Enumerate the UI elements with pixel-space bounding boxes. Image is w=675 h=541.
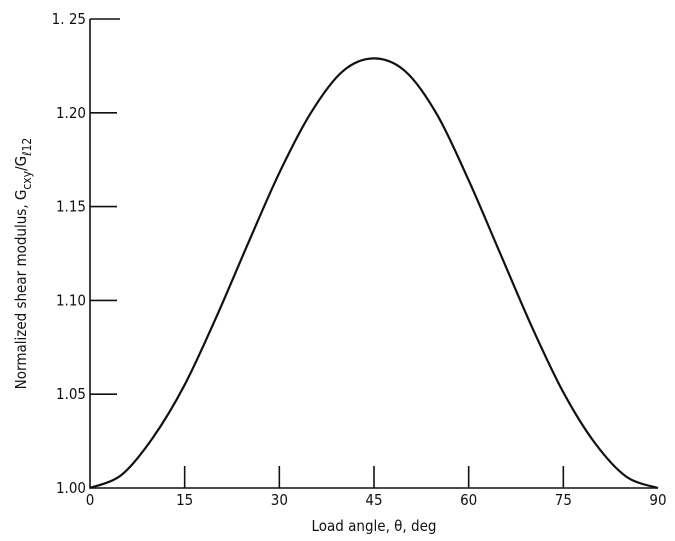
x-ticks: 0 15 30 45 60 75 90: [86, 466, 667, 509]
y-tick-label: 1.10: [56, 291, 86, 309]
x-tick-label: 30: [271, 491, 288, 509]
x-tick-label: 15: [176, 491, 193, 509]
y-axis-label: Normalized shear modulus, Gcxy/Gℓ12: [12, 138, 34, 390]
x-tick-label: 75: [555, 491, 572, 509]
y-axis-label-text: Normalized shear modulus,: [12, 200, 30, 389]
y-tick-label: 1.05: [56, 385, 86, 403]
y-ticks: 1.00 1.05 1.10 1.15 1.20 1. 25: [52, 10, 117, 497]
x-tick-label: 0: [86, 491, 95, 509]
axes: [89, 18, 658, 489]
y-tick-label: 1.15: [56, 198, 86, 216]
x-tick-label: 45: [365, 491, 382, 509]
x-axis-label: Load angle, θ, deg: [312, 517, 437, 535]
x-tick-label: 90: [649, 491, 666, 509]
y-tick-label: 1.00: [56, 479, 86, 497]
y-axis-label-symbol: G: [12, 190, 30, 200]
y-tick-label: 1.20: [56, 104, 86, 122]
data-line: [89, 57, 659, 490]
x-tick-label: 60: [460, 491, 477, 509]
y-axis-label-slash: /: [12, 166, 30, 171]
y-axis-label-symbol-2: G: [12, 156, 30, 166]
y-axis-label-subscript-2: ℓ12: [20, 138, 34, 157]
axis-frame: [89, 18, 658, 489]
y-axis-label-subscript: cxy: [20, 170, 34, 189]
y-tick-label: 1. 25: [52, 10, 86, 28]
